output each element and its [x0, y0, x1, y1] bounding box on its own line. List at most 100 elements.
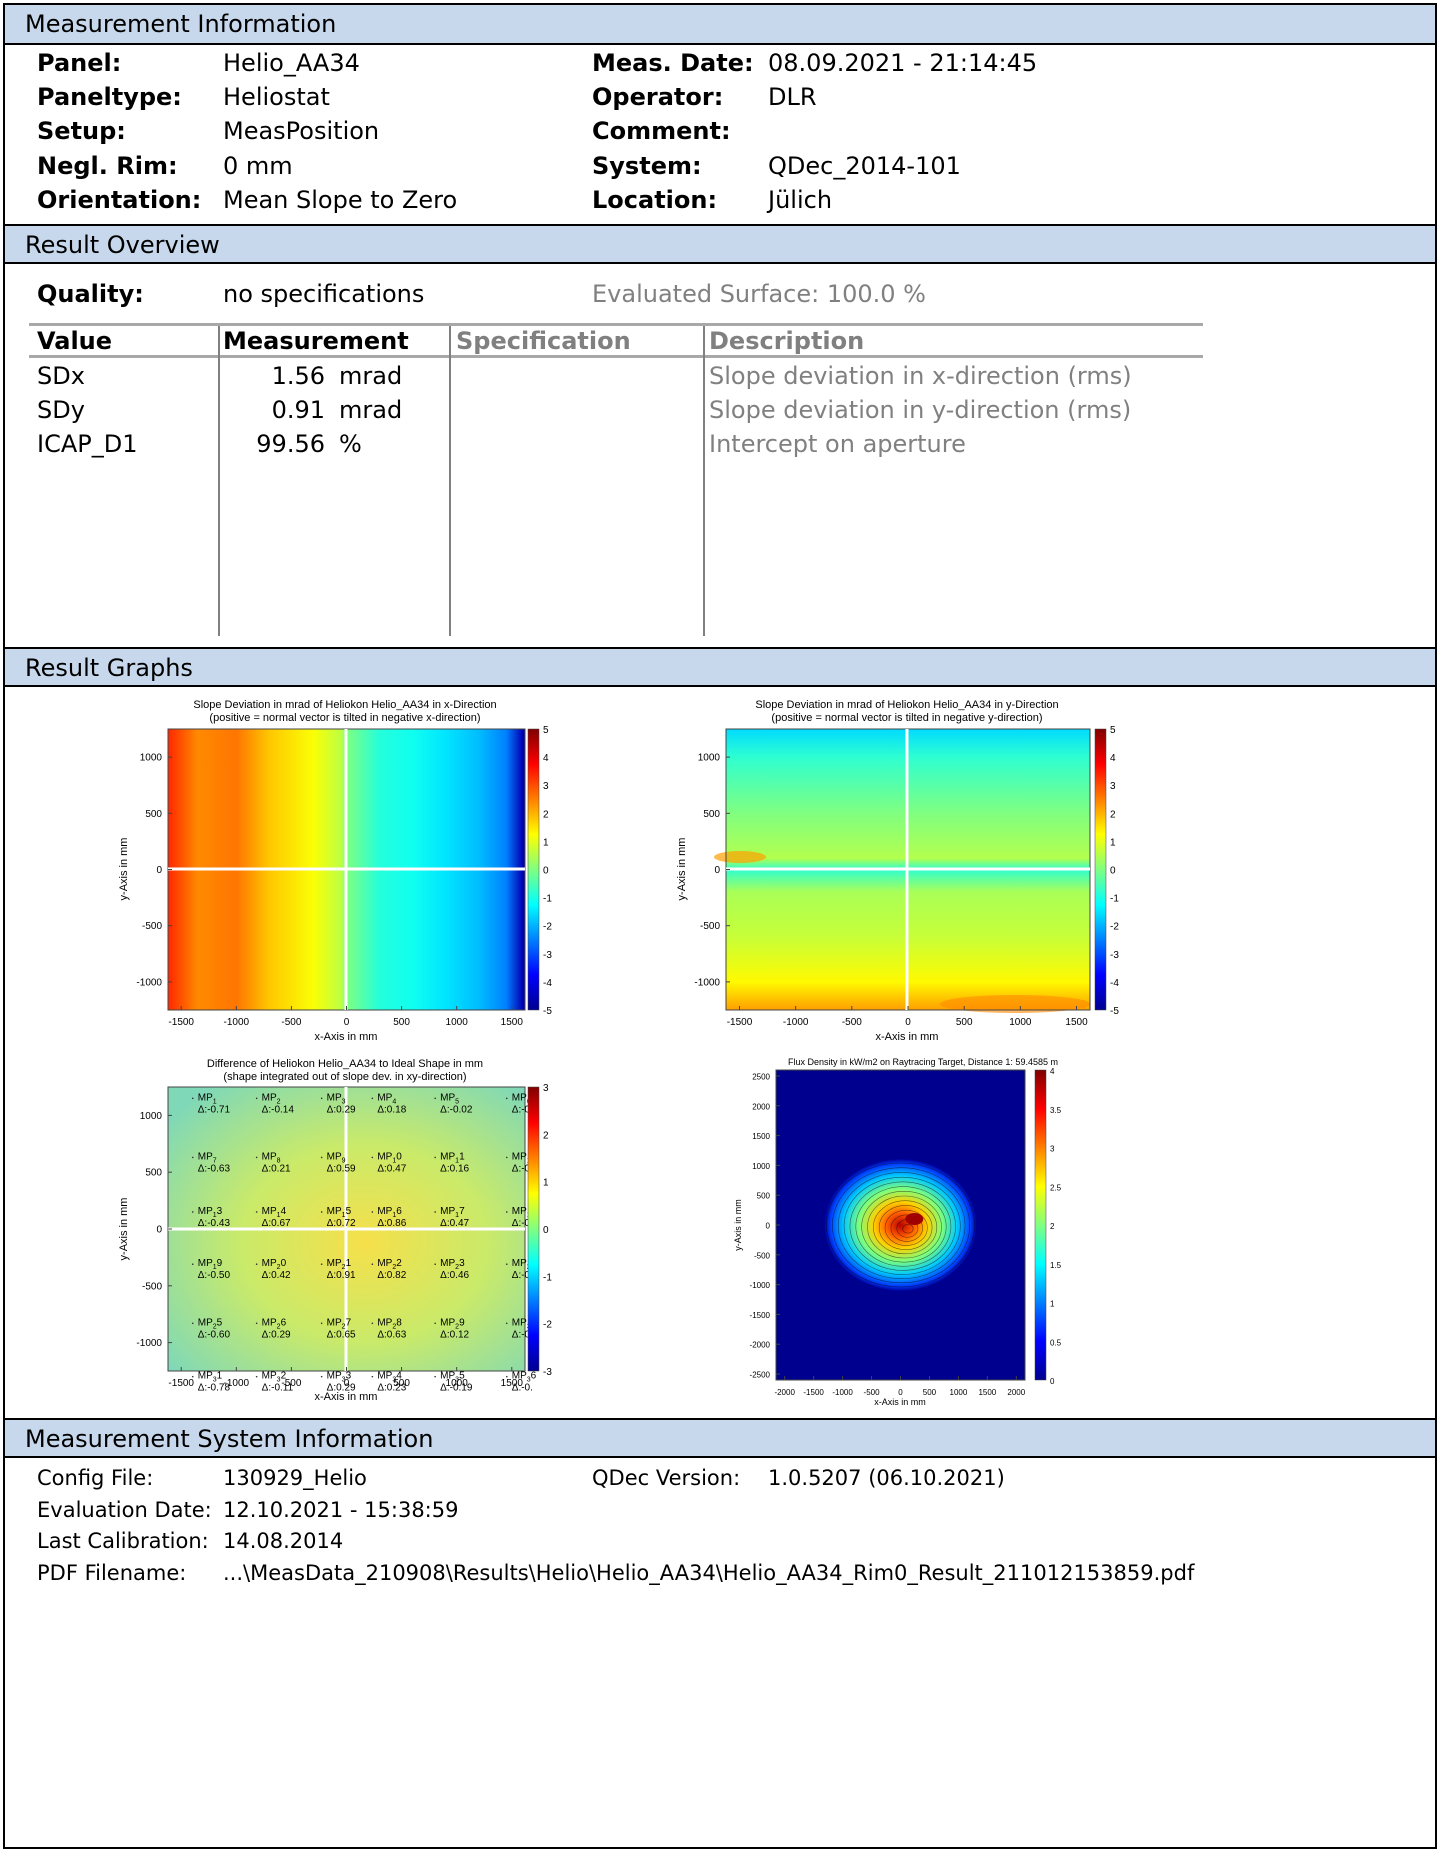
- colorbar-label: 5: [1110, 725, 1116, 736]
- y-tick-label: 1000: [752, 1162, 770, 1171]
- colorbar: [527, 728, 540, 1011]
- point-marker: [371, 1156, 374, 1159]
- chart-title: Slope Deviation in mrad of Heliokon Heli…: [755, 699, 1058, 711]
- eval-date-label: Evaluation Date:: [37, 1498, 212, 1522]
- colorbar-label: 0: [543, 866, 549, 877]
- flux-spot: [824, 1159, 977, 1291]
- point-label: MP2: [262, 1092, 281, 1105]
- point-delta: Δ:0.29: [327, 1104, 356, 1115]
- point-marker: [371, 1375, 374, 1378]
- point-delta: Δ:-0.71: [198, 1104, 231, 1115]
- point-delta: Δ:-0.78: [198, 1383, 231, 1394]
- point-label: MP15: [327, 1206, 352, 1219]
- calibration-label: Last Calibration:: [37, 1529, 209, 1553]
- point-marker: [505, 1097, 508, 1100]
- colorbar-label: 5: [543, 725, 549, 736]
- point-label: MP22: [377, 1258, 402, 1271]
- contour-line: [867, 1195, 942, 1259]
- point-marker: [320, 1097, 323, 1100]
- colorbar-label: 2: [1110, 809, 1116, 820]
- colorbar-label: 1: [543, 837, 549, 848]
- y-tick-label: -1000: [750, 1281, 771, 1290]
- colorbar-label: 2: [543, 809, 549, 820]
- x-tick-label: -500: [281, 1378, 301, 1389]
- point-label: MP33: [327, 1371, 352, 1384]
- x-tick-label: 1500: [1065, 1017, 1088, 1028]
- x-tick-label: 2000: [1007, 1388, 1025, 1397]
- point-delta: Δ:-0.: [512, 1270, 533, 1281]
- point-delta: Δ:0.16: [440, 1163, 469, 1174]
- colorbar-label: 3: [543, 1083, 549, 1094]
- pdf-filename-value: ...\MeasData_210908\Results\Helio\Helio_…: [223, 1561, 1195, 1585]
- y-tick-label: -2500: [750, 1371, 771, 1380]
- point-marker: [191, 1211, 194, 1213]
- point-label: MP23: [440, 1258, 465, 1271]
- contour-line: [826, 1162, 975, 1288]
- point-delta: Δ:0.18: [377, 1104, 406, 1115]
- colorbar-label: 2: [1050, 1222, 1055, 1231]
- colorbar-label: -1: [543, 894, 552, 905]
- y-axis-label: y-Axis in mm: [118, 838, 130, 901]
- x-tick-label: -1000: [832, 1388, 853, 1397]
- chart-shape-difference: Difference of Heliokon Helio_AA34 to Ide…: [118, 1058, 552, 1403]
- operator-value: DLR: [768, 83, 817, 111]
- y-tick-label: -500: [142, 1281, 162, 1292]
- contour-line: [878, 1205, 933, 1251]
- point-marker: [505, 1263, 508, 1266]
- x-tick-label: -1500: [727, 1017, 753, 1028]
- point-label: MP35: [440, 1371, 465, 1384]
- point-marker: [505, 1375, 508, 1378]
- colorbar: [527, 1086, 540, 1372]
- colorbar-label: 0: [1050, 1377, 1055, 1386]
- point-marker: [371, 1263, 374, 1266]
- col-header-value: Value: [37, 327, 113, 355]
- point-label: MP9: [327, 1151, 346, 1164]
- y-tick-label: 1000: [140, 1111, 163, 1122]
- point-label: MP17: [440, 1206, 465, 1219]
- point-marker: [320, 1263, 323, 1266]
- colorbar-label: 0: [1110, 866, 1116, 877]
- y-tick-label: 500: [757, 1192, 771, 1201]
- point-delta: Δ:0.29: [262, 1329, 291, 1340]
- eval-date-value: 12.10.2021 - 15:38:59: [223, 1498, 459, 1522]
- y-axis-label: y-Axis in mm: [118, 1198, 130, 1261]
- x-tick-label: -1000: [224, 1378, 250, 1389]
- row-value: SDx: [37, 362, 85, 390]
- point-label: MP28: [377, 1317, 402, 1330]
- point-marker: [255, 1322, 258, 1325]
- x-tick-label: 0: [905, 1017, 911, 1028]
- y-tick-label: -500: [142, 921, 162, 932]
- y-tick-label: -1000: [694, 977, 720, 988]
- table-col-divider: [703, 326, 705, 636]
- chart-subtitle: (positive = normal vector is tilted in n…: [771, 712, 1042, 724]
- setup-value: MeasPosition: [223, 117, 380, 145]
- contour-line: [884, 1209, 928, 1246]
- row-measurement: 99.56: [256, 430, 325, 458]
- row-unit: mrad: [339, 396, 403, 424]
- orientation-label: Orientation:: [37, 186, 202, 214]
- location-value: Jülich: [768, 186, 833, 214]
- x-tick-label: -500: [842, 1017, 862, 1028]
- colorbar-label: 1: [543, 1178, 549, 1189]
- y-tick-label: 500: [145, 809, 162, 820]
- x-tick-label: 500: [923, 1388, 937, 1397]
- y-tick-label: 0: [714, 865, 720, 876]
- date-label: Meas. Date:: [592, 49, 754, 77]
- colorbar-label: 1.5: [1050, 1261, 1062, 1270]
- point-delta: Δ:0.91: [327, 1270, 356, 1281]
- colorbar-label: -2: [543, 1320, 552, 1331]
- panel-label: Panel:: [37, 49, 122, 77]
- y-axis-label: y-Axis in mm: [676, 838, 688, 901]
- point-marker: [320, 1211, 323, 1213]
- point-label: MP20: [262, 1258, 287, 1271]
- point-delta: Δ:-0.63: [198, 1163, 231, 1174]
